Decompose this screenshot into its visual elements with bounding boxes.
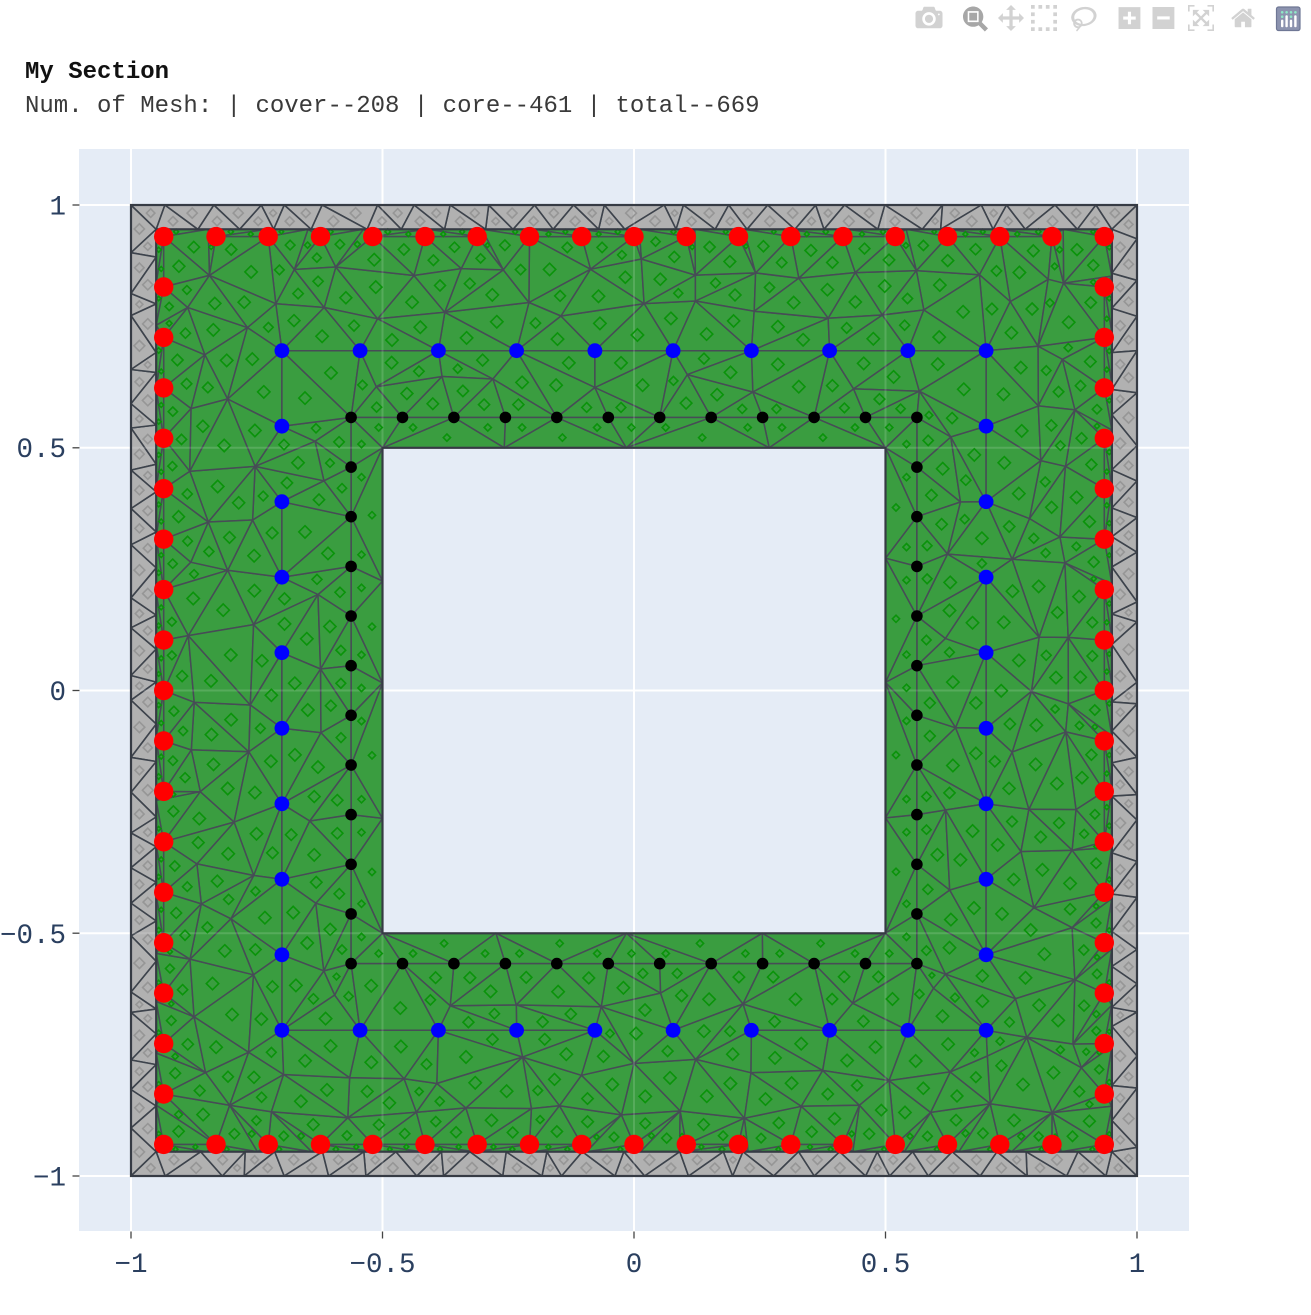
svg-text:−0.5: −0.5: [0, 921, 66, 952]
svg-text:0: 0: [626, 1250, 643, 1281]
svg-text:Num. of Mesh: | cover--208 | c: Num. of Mesh: | cover--208 | core--461 |…: [25, 93, 760, 120]
svg-text:1: 1: [1129, 1250, 1146, 1281]
svg-text:0.5: 0.5: [16, 435, 66, 466]
svg-text:0: 0: [49, 678, 66, 709]
svg-text:0.5: 0.5: [861, 1250, 911, 1281]
svg-text:−0.5: −0.5: [349, 1250, 415, 1281]
svg-text:−1: −1: [114, 1250, 147, 1281]
svg-text:1: 1: [49, 193, 66, 224]
svg-text:My Section: My Section: [25, 59, 169, 86]
svg-text:−1: −1: [33, 1164, 66, 1195]
